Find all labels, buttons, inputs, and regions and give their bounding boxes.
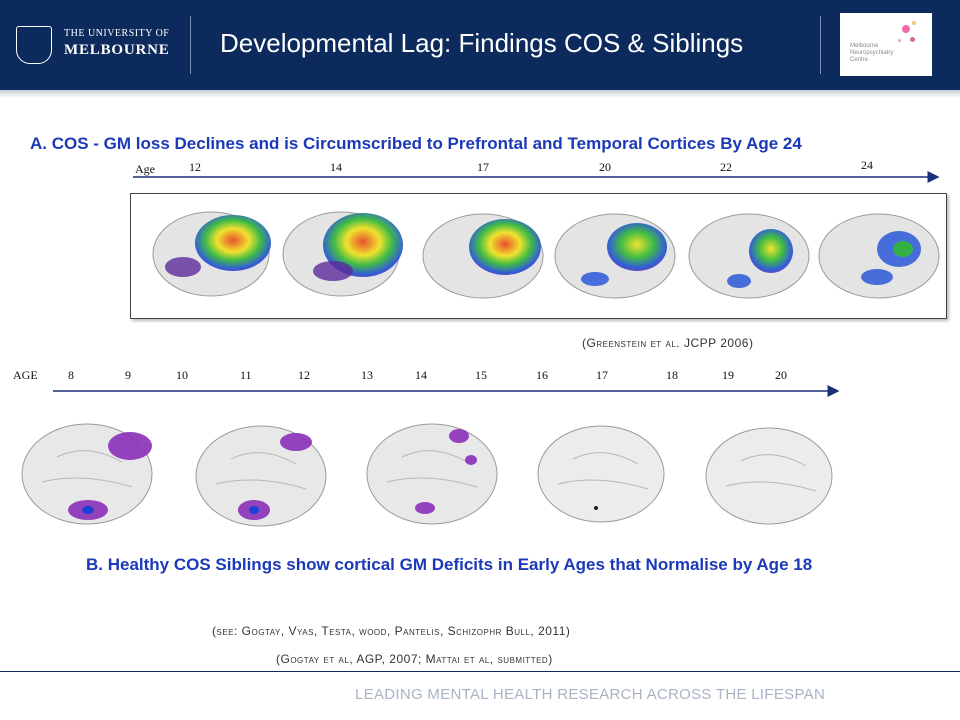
logo-dot [910, 37, 915, 42]
brain-age-17 [422, 213, 544, 299]
cos-brain-images [152, 211, 940, 299]
axis-b-tick: 15 [475, 368, 487, 382]
brain-age-12 [152, 211, 271, 297]
brain-age-14 [282, 211, 403, 297]
logo-line1: THE UNIVERSITY OF [64, 28, 170, 39]
header-divider [190, 16, 191, 74]
sibling-brain-2 [195, 425, 327, 527]
cos-brain-panel [130, 193, 947, 319]
logo-dot [898, 39, 901, 42]
axis-b-tick: 11 [240, 368, 252, 382]
header-divider [820, 16, 821, 74]
sibling-brain-1 [21, 423, 153, 525]
axis-a-tick: 20 [599, 160, 611, 174]
axis-a-label: Age [135, 162, 155, 176]
header-shadow [0, 90, 960, 98]
axis-b-tick: 19 [722, 368, 734, 382]
axis-a-tick: 22 [720, 160, 732, 174]
axis-b-tick: 14 [415, 368, 427, 382]
axis-b-label: AGE [13, 368, 38, 382]
slide-title: Developmental Lag: Findings COS & Siblin… [220, 28, 744, 58]
axis-b-tick: 20 [775, 368, 787, 382]
axis-b-tick: 16 [536, 368, 548, 382]
sibling-brain-4 [537, 425, 665, 523]
axis-a-tick: 12 [189, 160, 201, 174]
axis-b-tick: 13 [361, 368, 373, 382]
axis-b-tick: 8 [68, 368, 74, 382]
axis-a-tick: 14 [330, 160, 342, 174]
axis-a-tick: 17 [477, 160, 489, 174]
section-a-heading: A. COS - GM loss Declines and is Circums… [30, 134, 802, 153]
axis-b-tick: 17 [596, 368, 608, 382]
axis-b-tick: 9 [125, 368, 131, 382]
footer-tagline: LEADING MENTAL HEALTH RESEARCH ACROSS TH… [355, 686, 826, 703]
citation-b1: (see: Gogtay, Vyas, Testa, wood, Panteli… [212, 624, 571, 638]
university-logo: THE UNIVERSITY OF MELBOURNE [16, 24, 196, 68]
section-b-heading: B. Healthy COS Siblings show cortical GM… [86, 555, 813, 574]
logo-dot [912, 21, 916, 25]
citation-a: (Greenstein et al. JCPP 2006) [582, 336, 754, 350]
axis-b-tick: 10 [176, 368, 188, 382]
partner-logo: Melbourne Neuropsychiatry Centre [840, 13, 932, 76]
sibling-brain-3 [366, 423, 498, 525]
sibling-brain-5 [705, 427, 833, 525]
header-bar: THE UNIVERSITY OF MELBOURNE Developmenta… [0, 0, 960, 90]
brain-age-24 [818, 213, 940, 299]
axis-b-tick: 18 [666, 368, 678, 382]
brain-age-20 [554, 213, 676, 299]
brain-age-22 [688, 213, 810, 299]
logo-line2: MELBOURNE [64, 42, 170, 58]
footer-line [0, 671, 960, 672]
axis-a-tick: 24 [861, 158, 873, 172]
crest-icon [16, 26, 52, 64]
citation-b2: (Gogtay et al, AGP, 2007; Mattai et al, … [276, 652, 553, 666]
partner-logo-text: Melbourne Neuropsychiatry Centre [850, 43, 894, 63]
axis-b-tick: 12 [298, 368, 310, 382]
logo-dot [902, 25, 910, 33]
